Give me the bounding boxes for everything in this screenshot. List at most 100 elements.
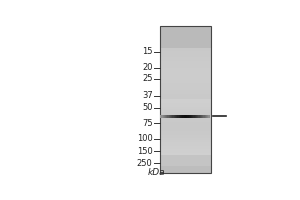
Bar (170, 115, 171, 118)
Bar (160, 37, 211, 38)
Bar (198, 115, 200, 118)
Bar (160, 162, 211, 164)
Bar (160, 120, 211, 122)
Bar (160, 33, 211, 35)
Bar (160, 26, 211, 27)
Bar (201, 115, 202, 118)
Bar (160, 42, 211, 44)
Bar (160, 77, 211, 79)
Bar (180, 115, 181, 118)
Bar (160, 55, 211, 57)
Bar (166, 115, 167, 118)
Bar (197, 115, 198, 118)
Bar (160, 168, 211, 170)
Bar (160, 87, 211, 88)
Bar (160, 48, 211, 50)
Bar (191, 115, 192, 118)
Bar (160, 142, 211, 144)
Bar (192, 115, 194, 118)
Bar (205, 115, 206, 118)
Bar (176, 115, 177, 118)
Bar (160, 111, 211, 112)
Bar (160, 123, 211, 125)
Bar (160, 107, 211, 109)
Bar (160, 112, 211, 114)
Bar (160, 164, 211, 166)
Bar (196, 115, 197, 118)
Bar (190, 115, 191, 118)
Bar (160, 29, 211, 31)
Bar (160, 61, 211, 62)
Bar (174, 115, 175, 118)
Bar (160, 149, 211, 151)
Bar (160, 96, 211, 98)
Bar (160, 35, 211, 37)
Bar (160, 46, 211, 48)
Bar (160, 59, 211, 61)
Bar (160, 172, 211, 173)
Bar (194, 115, 195, 118)
Bar (160, 103, 211, 105)
Bar (184, 115, 185, 118)
Text: 100: 100 (137, 134, 153, 143)
Bar (181, 115, 182, 118)
Bar (160, 116, 211, 118)
Bar (160, 50, 211, 51)
Bar (160, 160, 211, 162)
Bar (167, 115, 169, 118)
Bar (160, 166, 211, 168)
Bar (160, 129, 211, 131)
Text: 25: 25 (142, 74, 153, 83)
Bar (160, 64, 211, 66)
Bar (160, 115, 161, 118)
Bar (160, 125, 211, 127)
Text: 150: 150 (137, 147, 153, 156)
Bar (160, 122, 211, 123)
Bar (160, 92, 211, 94)
Bar (160, 118, 211, 120)
Bar (160, 144, 211, 146)
Text: 20: 20 (142, 63, 153, 72)
Bar (160, 159, 211, 160)
Bar (208, 115, 210, 118)
Bar (160, 31, 211, 33)
Text: kDa: kDa (147, 168, 165, 177)
Bar (160, 75, 211, 77)
Bar (160, 98, 211, 99)
Bar (160, 53, 211, 55)
Bar (200, 115, 201, 118)
Bar (160, 90, 211, 92)
Bar (160, 66, 211, 68)
Bar (160, 157, 211, 159)
Bar (160, 57, 211, 59)
Bar (160, 81, 211, 83)
Bar (160, 40, 211, 42)
Bar (160, 70, 211, 72)
Bar (160, 62, 211, 64)
Bar (160, 138, 211, 140)
Bar (160, 140, 211, 142)
Text: 250: 250 (137, 159, 153, 168)
Bar (171, 115, 172, 118)
Bar (160, 74, 211, 75)
Bar (160, 114, 211, 116)
Text: 37: 37 (142, 91, 153, 100)
Bar (206, 115, 207, 118)
Bar (186, 115, 187, 118)
Bar (177, 115, 178, 118)
Bar (160, 83, 211, 85)
Bar (207, 115, 208, 118)
Bar (164, 115, 165, 118)
Bar (160, 38, 211, 40)
Bar (160, 105, 211, 107)
Bar (160, 94, 211, 96)
Bar (160, 26, 211, 173)
Bar (175, 115, 176, 118)
Bar (165, 115, 166, 118)
Bar (160, 135, 211, 136)
Bar (161, 115, 163, 118)
Bar (160, 72, 211, 74)
Bar (160, 155, 211, 157)
Bar (160, 79, 211, 81)
Bar (160, 131, 211, 133)
